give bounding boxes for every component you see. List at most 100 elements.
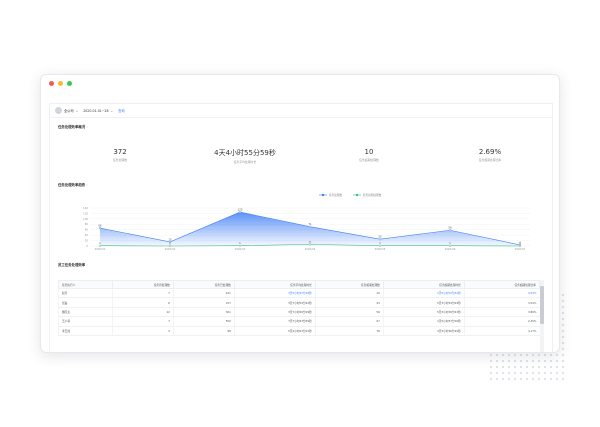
column-header[interactable]: 任务平均处理时长 — [233, 280, 316, 289]
table-cell: 3.86% — [463, 307, 540, 318]
y-tick-label: 80 — [85, 222, 89, 226]
report-page: 全公司 ⌄ 2020-01-01~28 ⌄ 查询 任务处理效率概况 › 372 … — [49, 103, 553, 352]
table-cell: 李玉成 — [58, 326, 113, 336]
table-cell: 张磊 — [58, 297, 113, 308]
kpi-label: 任务平均处理时长 — [233, 160, 257, 164]
data-label: 71 — [308, 222, 312, 226]
column-header[interactable]: 任务超期处理数 — [314, 280, 384, 289]
org-icon — [55, 107, 62, 114]
data-point — [378, 238, 382, 241]
minimize-window-button[interactable] — [58, 81, 63, 86]
column-header[interactable]: 任务超期处理比率 — [463, 280, 541, 289]
data-label: 1 — [449, 241, 451, 245]
y-tick-label: 40 — [85, 233, 89, 237]
table-cell: 221 — [172, 288, 235, 299]
column-header[interactable]: 任务超期处理时长 — [382, 280, 465, 289]
table-cell: 3.52% — [463, 297, 540, 308]
table-cell: 1天5小时57分16秒 — [382, 316, 465, 327]
data-label: 15 — [168, 237, 172, 241]
maximize-window-button[interactable] — [67, 81, 72, 86]
kpi-card-overdue: 10 任务超期处理数 — [319, 148, 419, 162]
table-cell: 3天7小时54分22秒 — [233, 297, 316, 308]
y-tick-label: 100 — [83, 217, 88, 221]
y-tick-label: 140 — [83, 206, 88, 210]
table-cell: 2.45% — [463, 316, 540, 327]
y-tick-label: 0 — [86, 244, 88, 248]
kpi-value: 4天4小时55分59秒 — [214, 149, 276, 157]
table-cell: 301 — [172, 307, 235, 318]
data-point — [168, 244, 172, 248]
table-cell: 5天3小时36分43秒 — [382, 307, 465, 318]
table-cell: 98 — [172, 326, 235, 336]
data-point — [98, 226, 102, 230]
x-tick-label: 2020/06 — [445, 247, 456, 251]
trend-section-title: 任务处理效率趋势 › — [58, 183, 88, 187]
table-row[interactable]: 张磊 6 157 3天7小时54分22秒 43 5天3小时54分29秒 3.52% — [58, 297, 540, 308]
window-titlebar — [41, 75, 559, 92]
scope-selector-value: 全公司 — [64, 109, 74, 113]
table-cell: 97 — [314, 316, 384, 327]
staff-title-text: 员工任务处理效率 — [58, 263, 86, 267]
kpi-label: 任务处理数 — [113, 158, 127, 162]
table-row[interactable]: 李玉成 3 98 5天4小时23分10秒 76 3天3小时36分29秒 4.17% — [58, 326, 540, 336]
staff-efficiency-table: 任务执行人 任务待处理数 任务已处理数 任务平均处理时长 任务超期处理数 任务超期处理时长… — [58, 280, 541, 336]
data-point — [308, 225, 312, 228]
table-cell: 157 — [172, 297, 235, 308]
table-row[interactable]: 王小菲 7 550 7天7小时43分59秒 97 1天5小时57分16秒 2.45% — [58, 316, 540, 327]
data-point — [308, 243, 312, 246]
kpi-card-avg-duration: 4天4小时55分59秒 任务平均处理时长 — [195, 148, 295, 164]
column-header[interactable]: 任务已处理数 — [172, 280, 235, 289]
data-point — [518, 244, 522, 248]
column-header[interactable]: 任务执行人 — [58, 280, 113, 289]
data-point — [238, 210, 242, 214]
browser-window: 全公司 ⌄ 2020-01-01~28 ⌄ 查询 任务处理效率概况 › 372 … — [40, 74, 560, 353]
x-tick-label: 2020/03 — [235, 247, 246, 251]
data-label: 1 — [379, 241, 381, 245]
y-tick-label: 20 — [85, 238, 89, 242]
table-cell: 魏晓龙 — [58, 307, 113, 318]
close-window-button[interactable] — [49, 81, 54, 86]
kpi-value: 2.69% — [478, 148, 502, 156]
table-cell: 5天4小时23分10秒 — [233, 326, 316, 336]
data-label: 66 — [98, 223, 102, 227]
scrollbar-thumb[interactable] — [540, 286, 544, 324]
column-header[interactable]: 任务待处理数 — [111, 280, 174, 289]
x-tick-label: 2020/01 — [95, 247, 106, 251]
kpi-label: 任务超期处理数 — [359, 158, 379, 162]
data-label: 1 — [99, 241, 101, 245]
filter-toolbar: 全公司 ⌄ 2020-01-01~28 ⌄ 查询 — [50, 104, 552, 118]
x-tick-label: 2020/05 — [375, 247, 386, 251]
table-cell: 10 — [314, 288, 384, 299]
table-cell: 4.17% — [463, 326, 540, 336]
data-label: 0 — [519, 241, 521, 245]
query-button[interactable]: 查询 — [118, 109, 125, 113]
data-label: 4 — [519, 240, 521, 244]
overview-title-text: 任务处理效率概况 — [58, 125, 86, 129]
x-tick-label: 2020/02 — [165, 247, 176, 251]
table-row[interactable]: 魏晓龙 12 301 3天7小时26分29秒 56 5天3小时36分43秒 3.86% — [58, 307, 540, 318]
kpi-card-processed: 372 任务处理数 — [70, 148, 170, 162]
table-cell: 赵玲 — [58, 288, 113, 299]
table-scrollbar[interactable] — [540, 280, 544, 352]
table-cell: 56 — [314, 307, 384, 318]
data-point — [378, 244, 382, 247]
data-point — [168, 240, 172, 244]
y-tick-label: 120 — [83, 211, 88, 215]
date-range-value: 2020-01-01~28 — [83, 108, 109, 113]
x-tick-label: 2020/04 — [305, 247, 316, 251]
table-cell: 7天7小时43分59秒 — [233, 316, 316, 327]
kpi-label: 任务超期处理比率 — [478, 158, 502, 162]
scope-selector[interactable]: 全公司 ⌄ — [55, 107, 78, 114]
data-point — [448, 229, 452, 232]
table-cell: 7 — [111, 288, 174, 299]
legend-marker — [321, 193, 325, 197]
x-tick-label: 2020/07 — [515, 247, 526, 251]
kpi-value: 372 — [113, 148, 127, 156]
data-label: 1 — [239, 241, 241, 245]
table-cell: 3天3小时36分29秒 — [382, 326, 465, 336]
kpi-card-overdue-rate: 2.69% 任务超期处理比率 — [440, 148, 540, 162]
table-row[interactable]: 赵玲 7 221 3天5小时32分18秒 10 1天5小时12分32秒 4.53% — [58, 288, 540, 299]
table-header-row: 任务执行人 任务待处理数 任务已处理数 任务平均处理时长 任务超期处理数 任务超期处理时长… — [58, 280, 541, 289]
date-range-picker[interactable]: 2020-01-01~28 ⌄ — [83, 109, 113, 113]
